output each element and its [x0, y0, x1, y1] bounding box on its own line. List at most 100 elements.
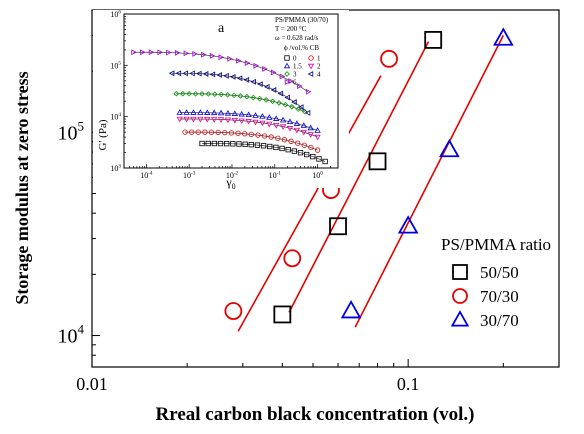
inset-data-point-1.5: [176, 109, 183, 115]
inset-x-tick-label-base: 10: [183, 171, 191, 180]
inset-data-point-2: [231, 117, 239, 124]
inset-y-tick-label-base: 10: [110, 10, 118, 19]
legend-marker-70-30: [452, 288, 468, 304]
inset-data-point-1: [182, 129, 188, 135]
inset-data-point-3: [276, 100, 282, 106]
inset-data-point-3: [179, 90, 186, 97]
inset-data-point-0: [217, 140, 224, 147]
inset-data-point-0: [291, 148, 298, 154]
legend-label-50-50: 50/50: [480, 263, 519, 282]
inset-data-point-4: [257, 81, 263, 88]
inset-data-point-0: [297, 150, 304, 156]
inset-legend-label-6: 6: [293, 79, 297, 87]
inset-data-point-2: [224, 117, 232, 124]
inset-data-point-6: [131, 49, 137, 56]
inset-data-point-1: [235, 130, 241, 136]
inset-fit-curve-4: [172, 72, 309, 114]
inset-data-point-2: [176, 116, 183, 123]
inset-data-point-3: [173, 90, 180, 97]
inset-data-point-4: [196, 70, 202, 77]
fit-line-30-70: [354, 35, 505, 328]
inset-y-tick-label-exp: 3: [118, 163, 121, 169]
fit-line-50-50: [288, 41, 430, 313]
inset-data-point-3: [250, 94, 257, 101]
inset-data-point-0: [267, 143, 273, 150]
data-point-50-50: [368, 152, 387, 171]
inset-data-point-4: [304, 109, 311, 116]
inset-x-tick-label-exp: -1: [277, 170, 282, 176]
inset-data-point-0: [304, 151, 310, 158]
inset-data-point-3: [237, 93, 244, 99]
inset-data-point-0: [242, 141, 248, 147]
inset-data-point-1: [242, 131, 248, 137]
inset-data-point-0: [254, 142, 261, 148]
x-tick-label: 0.1: [397, 374, 420, 394]
inset-data-point-0: [224, 141, 230, 147]
inset-data-point-1.5: [273, 115, 280, 121]
data-point-50-50: [273, 305, 292, 324]
inset-data-point-1.5: [204, 109, 211, 115]
main-fit-lines: [237, 35, 505, 332]
y-tick-label-base: 10: [58, 326, 78, 348]
inset-x-tick-label-exp: -3: [191, 170, 196, 176]
inset-data-point-3: [186, 90, 192, 97]
inset-data-point-3: [192, 90, 199, 97]
inset-data-point-4: [189, 70, 195, 77]
data-point-50-50: [424, 31, 443, 49]
main-legend: PS/PMMA ratio 50/50 70/30 30/70: [441, 235, 551, 330]
inset-data-point-6: [148, 49, 155, 56]
inset-data-point-3: [289, 103, 295, 110]
inset-data-point-6: [244, 60, 251, 66]
inset-x-tick-label-exp: -4: [148, 170, 153, 176]
inset-data-point-1.5: [279, 116, 287, 123]
inset-legend-label-3: 3: [293, 71, 297, 79]
inset-data-point-6: [270, 69, 277, 76]
inset-legend-marker-3: [284, 71, 290, 77]
inset-data-point-0: [285, 147, 291, 153]
inset-plot-frame: [123, 13, 339, 169]
inset-data-point-2: [245, 119, 252, 125]
inset-data-point-1: [308, 144, 314, 151]
y-tick-label: 104: [58, 322, 85, 348]
inset-data-point-2: [286, 126, 294, 132]
inset-data-point-4: [284, 94, 290, 101]
inset-data-point-1: [301, 142, 307, 148]
inset-background: [93, 10, 349, 188]
inset-data-point-6: [140, 49, 146, 56]
inset-data-point-4: [175, 70, 182, 77]
inset-data-point-0: [310, 153, 316, 160]
y-tick-label: 105: [58, 118, 85, 144]
data-point-30-70: [397, 215, 419, 234]
inset-y-tick-label-exp: 6: [118, 9, 121, 15]
inset-annotation-line: PS/PMMA (30/70): [275, 16, 329, 24]
inset-data-point-4: [270, 87, 277, 93]
data-point-70-30: [283, 249, 302, 268]
inset-y-tick-label-exp: 5: [118, 61, 121, 67]
inset-annotation-line: ω = 0.628 rad/s: [275, 34, 318, 42]
legend-label-70-30: 70/30: [480, 287, 519, 306]
inset-data-point-3: [224, 92, 231, 98]
inset-legend-marker-2: [307, 63, 315, 70]
inset-data-point-0: [260, 143, 267, 149]
inset-data-point-0: [211, 140, 218, 147]
inset-data-point-0: [316, 156, 322, 162]
inset-data-point-1.5: [300, 122, 307, 128]
inset-legend-marker-1: [308, 55, 314, 61]
inset-legend-label-1.5: 1.5: [293, 63, 302, 71]
inset-data-point-1: [268, 134, 274, 140]
inset-data-point-1: [215, 129, 221, 136]
inset-data-point-6: [253, 62, 260, 69]
inset-x-axis-base: γ: [225, 175, 232, 189]
inset-data-point-0: [322, 158, 328, 165]
inset-data-point-1: [261, 133, 268, 139]
data-point-50-50: [329, 217, 347, 236]
inset-legend-title: ϕ /vol.% CB: [284, 44, 319, 52]
inset-data-point-1.5: [293, 120, 301, 126]
inset-data-point-3: [244, 93, 250, 100]
inset-data-point-1: [281, 137, 288, 143]
inset-data-point-1: [255, 132, 261, 138]
inset-data-point-1.5: [286, 118, 294, 125]
inset-data-point-6: [236, 57, 242, 64]
